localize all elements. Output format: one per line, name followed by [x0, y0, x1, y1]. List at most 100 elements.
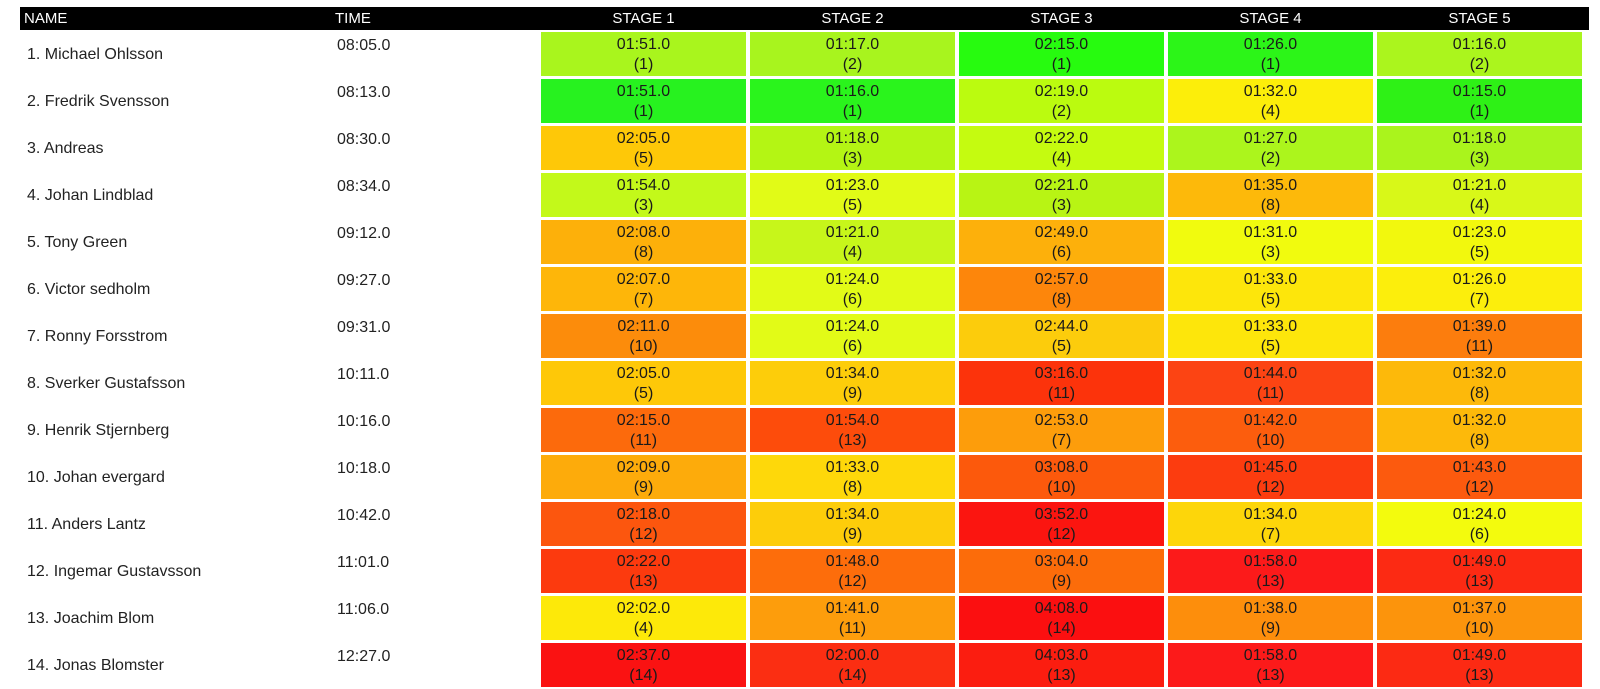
- stage-time: 01:18.0: [1452, 130, 1507, 147]
- stage-3-cell: 04:08.0 (14): [959, 596, 1164, 640]
- stage-1-cell: 02:08.0 (8): [541, 220, 746, 264]
- table-row: 4. Johan Lindblad 08:34.0 01:54.0 (3) 01:23.…: [20, 172, 1589, 219]
- stage-time: 01:26.0: [1243, 36, 1298, 53]
- table-row: 9. Henrik Stjernberg 10:16.0 02:15.0 (11) 01…: [20, 407, 1589, 454]
- stage-rank: (12): [1465, 478, 1494, 496]
- column-header-name[interactable]: NAME: [24, 10, 68, 27]
- stage-rank: (11): [1256, 384, 1285, 402]
- stage-5-cell: 01:37.0 (10): [1377, 596, 1582, 640]
- total-time: 10:16.0: [337, 413, 391, 430]
- stage-4-cell: 01:27.0 (2): [1168, 126, 1373, 170]
- stage-time: 01:54.0: [616, 177, 671, 194]
- stage-time: 01:24.0: [825, 271, 880, 288]
- stage-rank: (13): [1465, 666, 1494, 684]
- column-header-stage-2[interactable]: STAGE 2: [821, 10, 884, 27]
- stage-time: 01:35.0: [1243, 177, 1298, 194]
- stage-rank: (7): [633, 290, 654, 308]
- stage-1-cell: 02:37.0 (14): [541, 643, 746, 687]
- table-row: 11. Anders Lantz 10:42.0 02:18.0 (12) 01:34.…: [20, 501, 1589, 548]
- stage-5-cell: 01:18.0 (3): [1377, 126, 1582, 170]
- stage-time: 01:49.0: [1452, 553, 1507, 570]
- stage-rank: (13): [1465, 572, 1494, 590]
- stage-rank: (5): [1469, 243, 1490, 261]
- stage-rank: (5): [633, 384, 654, 402]
- stage-rank: (12): [1256, 478, 1285, 496]
- stage-time: 02:08.0: [616, 224, 671, 241]
- stage-rank: (5): [842, 196, 863, 214]
- column-header-stage-4[interactable]: STAGE 4: [1239, 10, 1302, 27]
- stage-rank: (7): [1469, 290, 1490, 308]
- stage-time: 03:52.0: [1034, 506, 1089, 523]
- stage-2-cell: 01:18.0 (3): [750, 126, 955, 170]
- stage-5-cell: 01:32.0 (8): [1377, 361, 1582, 405]
- stage-4-cell: 01:44.0 (11): [1168, 361, 1373, 405]
- stage-4-cell: 01:45.0 (12): [1168, 455, 1373, 499]
- stage-time: 01:32.0: [1452, 365, 1507, 382]
- stage-4-cell: 01:32.0 (4): [1168, 79, 1373, 123]
- stage-time: 02:53.0: [1034, 412, 1089, 429]
- stage-4-cell: 01:31.0 (3): [1168, 220, 1373, 264]
- stage-rank: (8): [1051, 290, 1072, 308]
- stage-rank: (2): [1469, 55, 1490, 73]
- stage-2-cell: 01:34.0 (9): [750, 361, 955, 405]
- total-time: 09:31.0: [337, 319, 391, 336]
- stage-rank: (13): [1256, 666, 1285, 684]
- stage-2-cell: 01:16.0 (1): [750, 79, 955, 123]
- stage-1-cell: 02:15.0 (11): [541, 408, 746, 452]
- column-header-stage-3[interactable]: STAGE 3: [1030, 10, 1093, 27]
- stage-time: 02:09.0: [616, 459, 671, 476]
- participant-name: 2. Fredrik Svensson: [27, 93, 170, 110]
- stage-time: 01:54.0: [825, 412, 880, 429]
- stage-rank: (1): [1051, 55, 1072, 73]
- stage-4-cell: 01:35.0 (8): [1168, 173, 1373, 217]
- stage-time: 01:27.0: [1243, 130, 1298, 147]
- stage-1-cell: 02:02.0 (4): [541, 596, 746, 640]
- stage-rank: (9): [842, 525, 863, 543]
- stage-time: 01:21.0: [1452, 177, 1507, 194]
- stage-time: 04:03.0: [1034, 647, 1089, 664]
- stage-2-cell: 01:17.0 (2): [750, 32, 955, 76]
- stage-rank: (3): [1260, 243, 1281, 261]
- column-header-time[interactable]: TIME: [335, 10, 371, 27]
- stage-3-cell: 02:49.0 (6): [959, 220, 1164, 264]
- participant-name: 1. Michael Ohlsson: [27, 46, 164, 63]
- stage-time: 01:43.0: [1452, 459, 1507, 476]
- stage-2-cell: 01:24.0 (6): [750, 267, 955, 311]
- stage-time: 02:15.0: [616, 412, 671, 429]
- stage-4-cell: 01:26.0 (1): [1168, 32, 1373, 76]
- stage-time: 02:02.0: [616, 600, 671, 617]
- stage-5-cell: 01:49.0 (13): [1377, 549, 1582, 593]
- column-header-stage-5[interactable]: STAGE 5: [1448, 10, 1511, 27]
- stage-3-cell: 03:52.0 (12): [959, 502, 1164, 546]
- participant-name: 4. Johan Lindblad: [27, 187, 154, 204]
- stage-rank: (6): [1051, 243, 1072, 261]
- stage-time: 01:34.0: [1243, 506, 1298, 523]
- stage-4-cell: 01:58.0 (13): [1168, 643, 1373, 687]
- stage-2-cell: 01:21.0 (4): [750, 220, 955, 264]
- stage-rank: (4): [1260, 102, 1281, 120]
- table-row: 13. Joachim Blom 11:06.0 02:02.0 (4) 01:41.0…: [20, 595, 1589, 642]
- stage-rank: (6): [842, 290, 863, 308]
- stage-time: 01:34.0: [825, 365, 880, 382]
- stage-1-cell: 02:11.0 (10): [541, 314, 746, 358]
- stage-rank: (12): [838, 572, 867, 590]
- stage-rank: (13): [629, 572, 658, 590]
- results-table: NAME TIME STAGE 1 STAGE 2 STAGE 3 STAGE …: [20, 7, 1589, 689]
- stage-time: 01:41.0: [825, 600, 880, 617]
- stage-1-cell: 02:18.0 (12): [541, 502, 746, 546]
- stage-2-cell: 01:23.0 (5): [750, 173, 955, 217]
- stage-time: 01:21.0: [825, 224, 880, 241]
- stage-rank: (4): [1051, 149, 1072, 167]
- stage-rank: (11): [1465, 337, 1494, 355]
- stage-rank: (9): [1051, 572, 1072, 590]
- table-row: 7. Ronny Forsstrom 09:31.0 02:11.0 (10) 01:2…: [20, 313, 1589, 360]
- stage-1-cell: 01:54.0 (3): [541, 173, 746, 217]
- stage-rank: (12): [1047, 525, 1076, 543]
- stage-1-cell: 01:51.0 (1): [541, 79, 746, 123]
- stage-rank: (8): [1260, 196, 1281, 214]
- participant-name: 13. Joachim Blom: [27, 610, 155, 627]
- column-header-stage-1[interactable]: STAGE 1: [612, 10, 675, 27]
- stage-5-cell: 01:39.0 (11): [1377, 314, 1582, 358]
- stage-time: 01:24.0: [825, 318, 880, 335]
- stage-2-cell: 02:00.0 (14): [750, 643, 955, 687]
